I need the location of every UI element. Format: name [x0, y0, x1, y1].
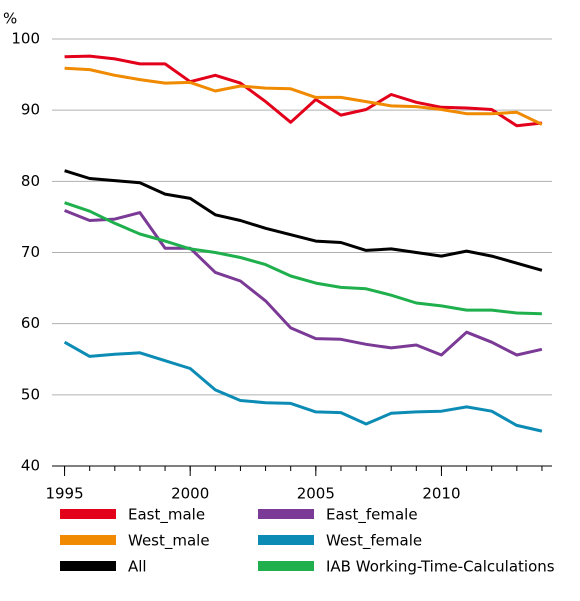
y-tick-label: 100 [11, 30, 40, 48]
legend-label: IAB Working-Time-Calculations [326, 558, 555, 576]
legend-label: All [128, 558, 147, 576]
y-tick-label: 90 [21, 101, 40, 119]
legend-label: East_female [326, 506, 418, 525]
legend-label: West_male [128, 532, 210, 551]
series-line [64, 169, 543, 272]
y-tick-label: 50 [21, 385, 40, 403]
legend-swatch [258, 535, 314, 545]
x-tick-label: 2005 [297, 485, 335, 503]
legend-swatch [60, 535, 116, 545]
y-axis-label: % [3, 10, 17, 28]
legend-label: East_male [128, 506, 205, 525]
series-line [64, 66, 543, 126]
legend-swatch [258, 561, 314, 571]
series-line [64, 209, 543, 357]
y-tick-label: 80 [21, 172, 40, 190]
y-tick-label: 60 [21, 314, 40, 332]
x-tick-label: 2000 [171, 485, 209, 503]
y-tick-label: 70 [21, 243, 40, 261]
legend-swatch [258, 509, 314, 519]
series-line [64, 201, 542, 316]
series-line [64, 54, 543, 128]
y-tick-label: 40 [21, 457, 40, 475]
legend-swatch [60, 561, 116, 571]
series-line [63, 340, 543, 433]
x-tick-label: 1995 [45, 485, 83, 503]
x-tick-label: 2010 [422, 485, 460, 503]
legend-label: West_female [326, 532, 422, 551]
legend-swatch [60, 509, 116, 519]
